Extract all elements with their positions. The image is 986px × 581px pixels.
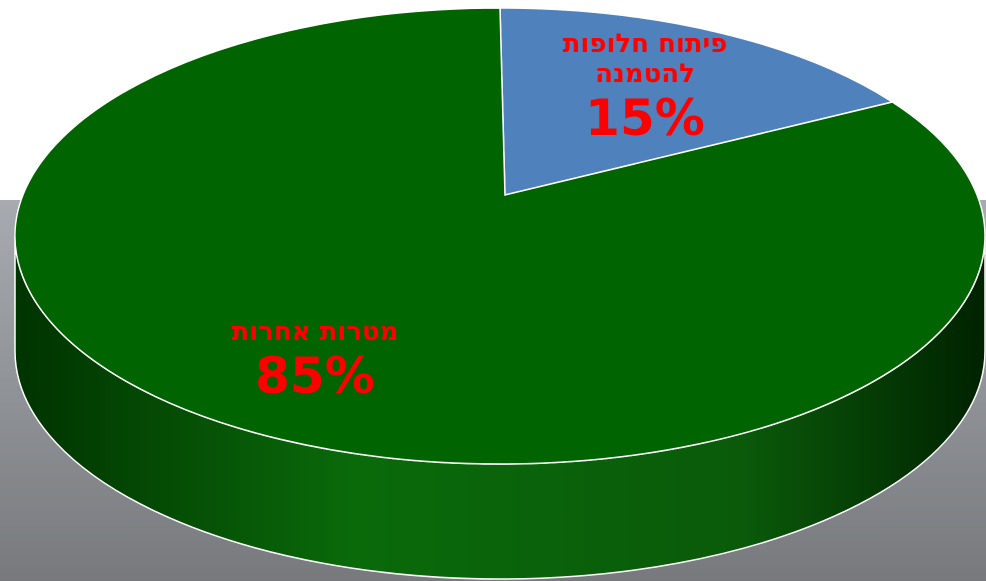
value-label: 15%: [585, 88, 705, 147]
slice-label: מטרות אחרות 85%: [200, 317, 430, 405]
category-label: מטרות אחרות: [231, 317, 399, 347]
pie-slice: [14, 7, 986, 465]
value-label: 85%: [255, 346, 375, 405]
pie-slice: [499, 7, 895, 196]
slice-label: פיתוח חלופות להטמנה 15%: [530, 29, 760, 147]
category-label: פיתוח חלופות להטמנה: [562, 29, 728, 89]
